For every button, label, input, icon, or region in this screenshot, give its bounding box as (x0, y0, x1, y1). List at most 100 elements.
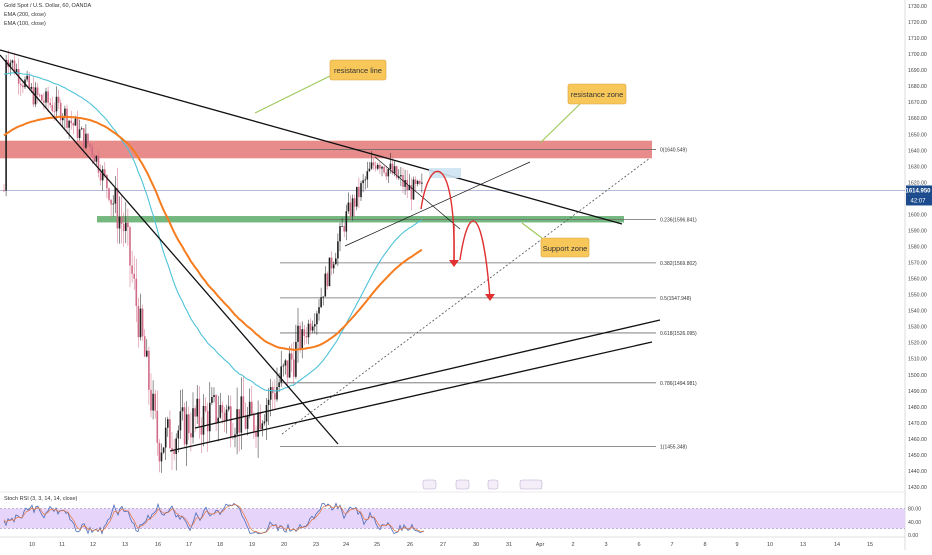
time-tick-label: 15 (867, 542, 873, 548)
countdown-timer: 42:07 (910, 198, 926, 204)
ema-200-line (3, 115, 423, 352)
candle-body (133, 273, 135, 279)
candle-body (104, 169, 106, 175)
candle-body (202, 405, 205, 435)
price-tick-label: 1480.00 (908, 405, 927, 411)
economic-event-markers[interactable] (422, 479, 543, 490)
candle-body (244, 416, 247, 429)
symbol-title[interactable]: Gold Spot / U.S. Dollar, 60, OANDA (4, 3, 92, 9)
support-zone-label: Support zone (543, 244, 588, 253)
candle-body (143, 336, 146, 357)
candle-body (230, 406, 232, 437)
candle-body (393, 166, 396, 174)
stoch-rsi-pane[interactable]: 80.00 40.00 0.00 Stoch RSI (3, 3, 14, 14, … (0, 496, 921, 539)
candle-body (290, 353, 293, 360)
candle-body (303, 329, 306, 337)
candle-body (83, 128, 85, 148)
candle-body (301, 329, 303, 349)
candle-body (171, 448, 173, 452)
candle-body (395, 166, 398, 178)
price-tick-label: 1660.00 (908, 116, 927, 122)
candle-body (223, 412, 226, 421)
candle-body (59, 102, 62, 121)
projection-arrow-2 (459, 220, 491, 299)
resistance-line-callout[interactable]: resistance line (254, 59, 387, 114)
candle-body (377, 164, 379, 169)
wedge-upper-line (374, 156, 461, 230)
trend-lines[interactable] (0, 49, 661, 452)
candle-body (99, 172, 102, 181)
price-tick-label: 1550.00 (908, 293, 927, 299)
candle-body (49, 102, 51, 106)
candle-body (364, 179, 366, 181)
dotted-trendline[interactable] (281, 157, 651, 435)
candle-body (38, 94, 41, 96)
candle-body (162, 447, 165, 453)
candle-body (106, 174, 108, 189)
fib-level-label: 1(1455.348) (660, 444, 687, 450)
candle-body (421, 182, 423, 184)
candle-body (343, 226, 345, 232)
candle-body (213, 395, 215, 398)
time-tick-label: 24 (343, 542, 349, 548)
event-marker (422, 479, 437, 490)
fibonacci-retracement[interactable]: 0(1640.549) 0.236(1596.841) 0.382(1569.802… (280, 147, 697, 450)
candle-body (175, 438, 177, 455)
fib-level-label: 0.382(1569.802) (660, 261, 697, 267)
candle-body (148, 350, 150, 390)
price-tick-label: 1440.00 (908, 469, 927, 475)
candle-body (404, 179, 406, 187)
candle-body (5, 60, 7, 191)
candle-body (320, 297, 322, 308)
candle-body (211, 397, 213, 403)
time-tick-label: 19 (249, 542, 255, 548)
candle-body (345, 211, 348, 232)
price-tick-label: 1530.00 (908, 325, 927, 331)
ema100-legend[interactable]: EMA (100, close) (4, 21, 46, 27)
candle-body (179, 411, 182, 431)
price-axis[interactable]: 1730.00 1720.00 1710.00 1700.00 1690.00 1680.… (908, 4, 927, 491)
stoch-d-line (3, 504, 425, 534)
candle-body (284, 360, 287, 366)
candle-body (311, 326, 314, 331)
candle-body (269, 387, 272, 400)
candle-body (379, 164, 381, 169)
support-zone-callout[interactable]: Support zone (521, 222, 590, 258)
candle-body (381, 166, 383, 169)
candle-body (316, 313, 318, 325)
candle-body (257, 412, 259, 437)
stoch-rsi-title: Stoch RSI (3, 3, 14, 14, close) (4, 496, 78, 502)
candle-body (253, 414, 255, 432)
candle-body (87, 133, 89, 144)
candle-body (349, 202, 352, 217)
candle-body (183, 407, 186, 445)
time-tick-label: 27 (440, 542, 446, 548)
price-tick-label: 1570.00 (908, 261, 927, 267)
candle-body (337, 241, 339, 259)
candle-body (198, 398, 201, 426)
candle-body (15, 69, 18, 74)
stoch-tick-label: 80.00 (908, 507, 921, 513)
candle-body (251, 401, 253, 415)
candle-body (20, 83, 22, 86)
ema200-legend[interactable]: EMA (200, close) (4, 12, 46, 18)
resistance-zone-callout[interactable]: resistance zone (539, 83, 627, 144)
price-tick-label: 1600.00 (908, 212, 927, 218)
current-price-label: 1614.950 42:07 (905, 185, 932, 206)
candle-body (318, 307, 320, 314)
time-axis[interactable]: 10 11 12 13 16 17 18 19 20 23 24 25 26 27 30 31 Apr 2 3 6 7 8… (29, 542, 873, 548)
candle-body (356, 186, 358, 207)
candle-body (78, 129, 81, 139)
candle-body (108, 188, 110, 200)
candle-body (242, 396, 245, 417)
time-tick-label: 13 (800, 542, 806, 548)
candle-body (309, 323, 312, 331)
candle-body (282, 365, 285, 367)
resistance-trendline (0, 49, 623, 225)
time-tick-label: 12 (90, 542, 96, 548)
candle-body (160, 452, 163, 462)
candle-body (339, 226, 341, 242)
price-tick-label: 1430.00 (908, 485, 927, 491)
candle-body (152, 393, 154, 411)
